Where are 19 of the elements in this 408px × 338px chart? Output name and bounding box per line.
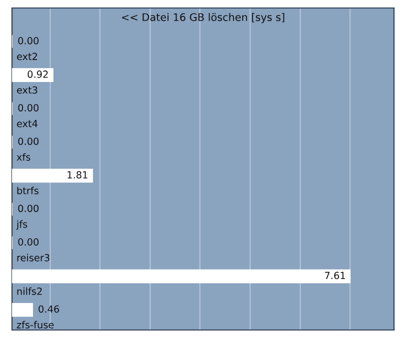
data-label: 0.92	[28, 70, 48, 78]
chart-title: << Datei 16 GB löschen [sys s]	[122, 13, 284, 24]
data-label: 0.00	[18, 204, 39, 212]
y-tick-label: reiser3	[17, 254, 50, 262]
y-tick-label: btrfs	[17, 186, 38, 194]
data-label: 0.00	[18, 238, 39, 246]
data-label: 0.00	[18, 37, 39, 44]
data-label: 0.00	[18, 104, 39, 112]
y-tick-label: zfs-fuse	[16, 320, 54, 328]
data-label: 0.00	[18, 138, 39, 145]
y-tick-label: ext3	[16, 86, 38, 94]
y-tick-label: nilfs2	[17, 287, 42, 295]
data-label: 0.46	[38, 305, 60, 313]
y-tick-label: jfs	[16, 220, 28, 230]
data-label: 7.61	[325, 272, 345, 280]
data-label: 1.81	[68, 171, 88, 179]
y-tick-label: xfs	[16, 153, 30, 161]
y-tick-label: ext2	[16, 52, 38, 60]
y-tick-label: ext4	[16, 120, 38, 128]
